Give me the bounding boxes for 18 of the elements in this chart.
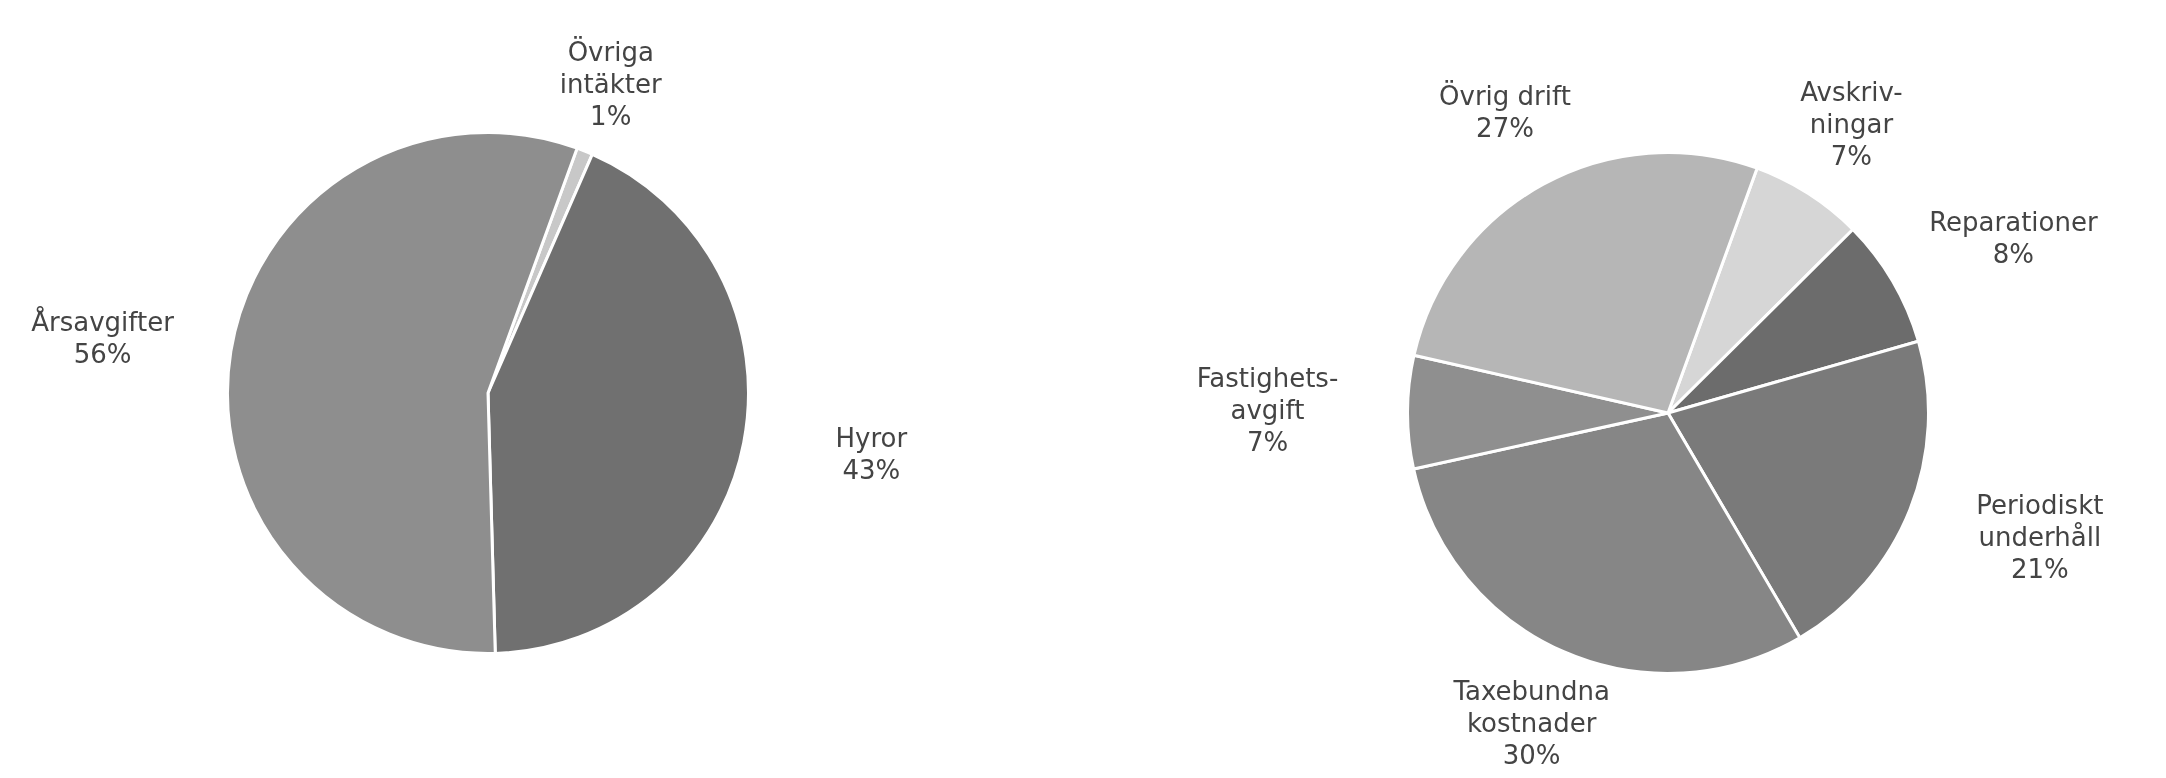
data-label: 27% <box>1476 112 1534 143</box>
data-label: 7% <box>1830 140 1873 171</box>
slice-label: Övriga intäkter <box>559 35 662 99</box>
data-label: 56% <box>73 338 132 369</box>
data-label: 30% <box>1502 739 1561 770</box>
slice-label: Årsavgifter <box>31 305 175 337</box>
data-label: 1% <box>590 100 632 131</box>
slice-label: Avskriv- ningar <box>1800 76 1903 139</box>
data-label: 43% <box>842 454 901 485</box>
slice-label: Reparationer <box>1929 207 2098 238</box>
data-label: 21% <box>2010 554 2069 585</box>
slice-label: Taxebundna kostnader <box>1452 675 1610 738</box>
slice-label: Hyror <box>835 422 908 453</box>
data-label: 7% <box>1246 426 1289 457</box>
data-label: 8% <box>1992 239 2035 270</box>
slice-label: Periodiskt underhåll <box>1976 490 2104 553</box>
slice-label: Fastighets- avgift <box>1196 362 1339 425</box>
slice-label: Övrig drift <box>1439 79 1571 111</box>
